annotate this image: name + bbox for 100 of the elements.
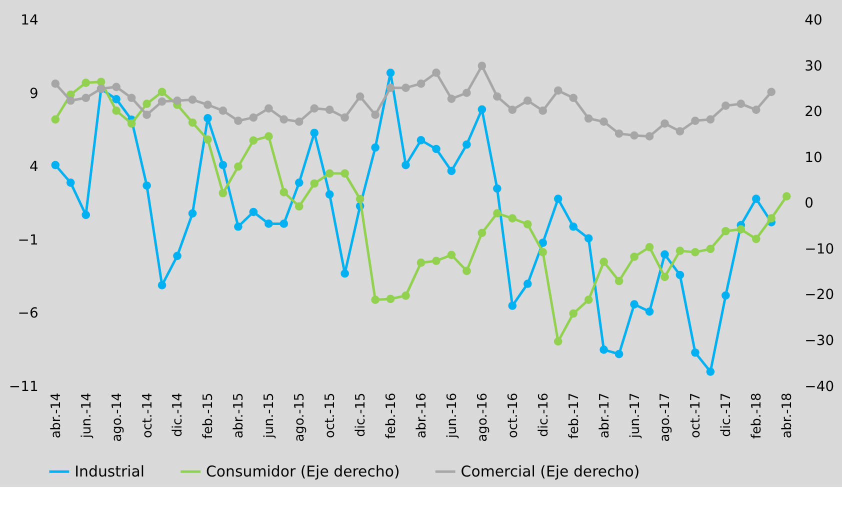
point: [584, 114, 593, 123]
point: [600, 118, 608, 126]
point: [538, 238, 548, 247]
point: [264, 220, 273, 228]
point: [538, 106, 548, 115]
point: [218, 188, 228, 198]
point: [630, 252, 638, 261]
point: [112, 106, 120, 115]
point: [722, 226, 730, 236]
point: [386, 294, 395, 304]
point: [188, 96, 197, 104]
x-tick-label: dic.-14: [170, 392, 186, 437]
point: [294, 118, 304, 126]
point: [462, 140, 471, 149]
point: [294, 202, 304, 211]
point: [493, 209, 502, 218]
point: [249, 136, 258, 145]
point: [447, 250, 456, 260]
point: [676, 127, 684, 136]
point: [294, 178, 304, 187]
point: [554, 194, 562, 203]
point: [218, 106, 228, 115]
point: [614, 350, 624, 358]
point: [127, 119, 136, 128]
point: [523, 96, 532, 105]
point: [676, 246, 684, 255]
x-tick-label: jun.-16: [444, 392, 460, 439]
point: [722, 102, 730, 110]
x-tick-label: jun.-17: [628, 392, 643, 439]
point: [600, 258, 608, 266]
point: [325, 169, 334, 178]
point: [645, 242, 654, 252]
x-tick-label: dic.-16: [536, 392, 552, 437]
y2-tick-label: −40: [804, 378, 834, 395]
point: [660, 119, 669, 128]
y2-tick-label: 40: [804, 12, 822, 29]
y2-tick-label: −10: [804, 241, 834, 258]
point: [310, 104, 319, 113]
point: [264, 104, 273, 113]
y-tick-label: −1: [18, 232, 38, 248]
point: [340, 169, 349, 178]
point: [204, 100, 212, 109]
x-tick-label: dic.-15: [354, 392, 369, 437]
point: [432, 68, 440, 77]
point: [310, 128, 319, 138]
point: [204, 135, 212, 144]
x-tick-label: abr.-16: [414, 392, 430, 438]
point: [356, 194, 364, 204]
point: [96, 78, 106, 86]
point: [280, 188, 288, 196]
point: [691, 348, 700, 357]
point: [402, 292, 410, 300]
point: [158, 281, 166, 290]
point: [402, 84, 410, 92]
x-tick-label: oct.-14: [140, 392, 156, 438]
point: [173, 252, 182, 260]
point: [112, 82, 120, 92]
point: [386, 84, 395, 92]
point: [569, 309, 578, 318]
point: [416, 136, 426, 144]
legend-label: Consumidor (Eje derecho): [206, 462, 400, 481]
point: [600, 346, 608, 354]
point: [782, 192, 791, 200]
point: [493, 184, 502, 193]
point: [142, 100, 151, 108]
point: [706, 244, 715, 254]
point: [752, 106, 760, 114]
point: [584, 234, 593, 243]
point: [310, 179, 319, 188]
point: [691, 116, 700, 125]
x-tick-label: jun.-14: [79, 392, 94, 439]
point: [142, 181, 151, 190]
point: [478, 62, 486, 70]
point: [158, 97, 166, 106]
x-tick-label: abr.-18: [780, 392, 796, 438]
point: [478, 105, 486, 114]
point: [82, 78, 90, 87]
point: [630, 131, 638, 140]
point: [614, 276, 624, 286]
point: [371, 110, 380, 119]
point: [112, 95, 120, 104]
point: [462, 88, 471, 98]
point: [722, 291, 730, 300]
y-tick-label: −11: [8, 378, 38, 395]
point: [706, 115, 715, 124]
point: [82, 210, 90, 220]
y-tick-label: 14: [20, 12, 38, 29]
x-tick-label: jun.-15: [262, 392, 278, 439]
x-tick-label: oct.-17: [688, 392, 704, 438]
y-tick-label: 9: [29, 86, 38, 102]
point: [386, 68, 395, 77]
point: [402, 160, 410, 170]
point: [660, 272, 669, 282]
point: [325, 106, 334, 114]
x-tick-label: abr.-15: [232, 392, 247, 438]
x-tick-label: ago.-16: [475, 392, 490, 442]
point: [188, 209, 197, 218]
point: [340, 269, 349, 278]
point: [691, 248, 700, 256]
y2-tick-label: −20: [804, 287, 834, 304]
